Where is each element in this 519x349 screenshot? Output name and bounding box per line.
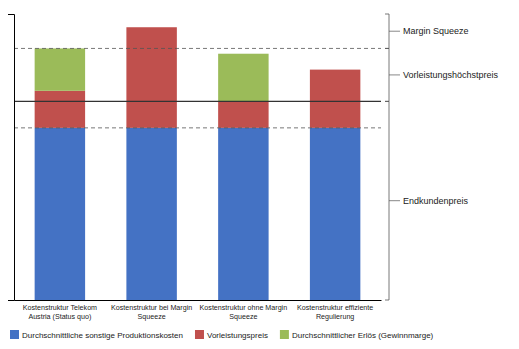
chart: Durchschnittliche sonstige Produktionsko… [0,0,519,349]
reference-line [14,101,381,102]
y-axis [8,15,15,301]
legend-swatch [280,330,289,339]
reference-line [14,127,381,128]
x-tick-label: Kostenstruktur ohne MarginSqueeze [200,304,288,321]
bar [35,128,85,300]
bar [126,27,176,128]
annotation-text: Endkundenpreis [403,196,469,206]
bar-series [35,27,361,128]
bar [35,91,85,128]
annotation-bracket [385,48,389,101]
legend: Durchschnittliche sonstige Produktionsko… [10,330,434,340]
x-tick: Kostenstruktur ohne MarginSqueeze [200,300,288,321]
annotation-pointer [389,74,400,75]
annotation-pointer [389,31,400,32]
bar [218,101,268,127]
legend-swatch [10,330,19,339]
x-tick-label: Kostenstruktur TelekomAustria (Status qu… [23,304,97,321]
annotations: Margin Squeeze Vorleistungshöchstpreis End… [385,14,499,300]
legend-item: Durchschnittlicher Erlös (Gewinnmarge) [280,330,434,340]
marks [14,27,381,300]
legend-swatch [195,330,204,339]
bar [310,128,360,300]
reference-line [14,48,381,49]
annotation: Endkundenpreis [385,101,469,300]
annotation-pointer [389,200,400,201]
bar-series [35,128,361,300]
bar [126,27,176,28]
annotation-bracket [385,14,389,48]
bar [218,128,268,300]
bar [35,48,85,90]
y-axis-line [8,15,15,301]
plot: Kostenstruktur TelekomAustria (Status qu… [8,14,499,321]
bar [126,128,176,300]
annotation: Vorleistungshöchstpreis [385,48,499,101]
x-tick: Kostenstruktur bei MarginSqueeze [111,300,192,321]
x-tick-label: Kostenstruktur bei MarginSqueeze [111,304,192,321]
bar [310,70,360,128]
x-tick: Kostenstruktur TelekomAustria (Status qu… [23,300,97,321]
bar-series [35,48,269,101]
legend-item: Vorleistungspreis [195,330,268,340]
bar [310,69,360,70]
x-tick: Kostenstruktur effizienteRegulierung [297,300,373,321]
annotation-bracket [385,101,389,300]
x-axis-line [15,300,382,301]
legend-item: Durchschnittliche sonstige Produktionsko… [10,330,183,340]
annotation: Margin Squeeze [385,14,469,48]
legend-label: Durchschnittliche sonstige Produktionsko… [22,331,183,340]
annotation-text: Vorleistungshöchstpreis [403,70,499,80]
legend-label: Durchschnittlicher Erlös (Gewinnmarge) [292,331,434,340]
annotation-text: Margin Squeeze [403,26,469,36]
x-axis: Kostenstruktur TelekomAustria (Status qu… [15,300,382,321]
legend-label: Vorleistungspreis [207,331,268,340]
bar [218,54,268,102]
x-tick-label: Kostenstruktur effizienteRegulierung [297,304,373,321]
